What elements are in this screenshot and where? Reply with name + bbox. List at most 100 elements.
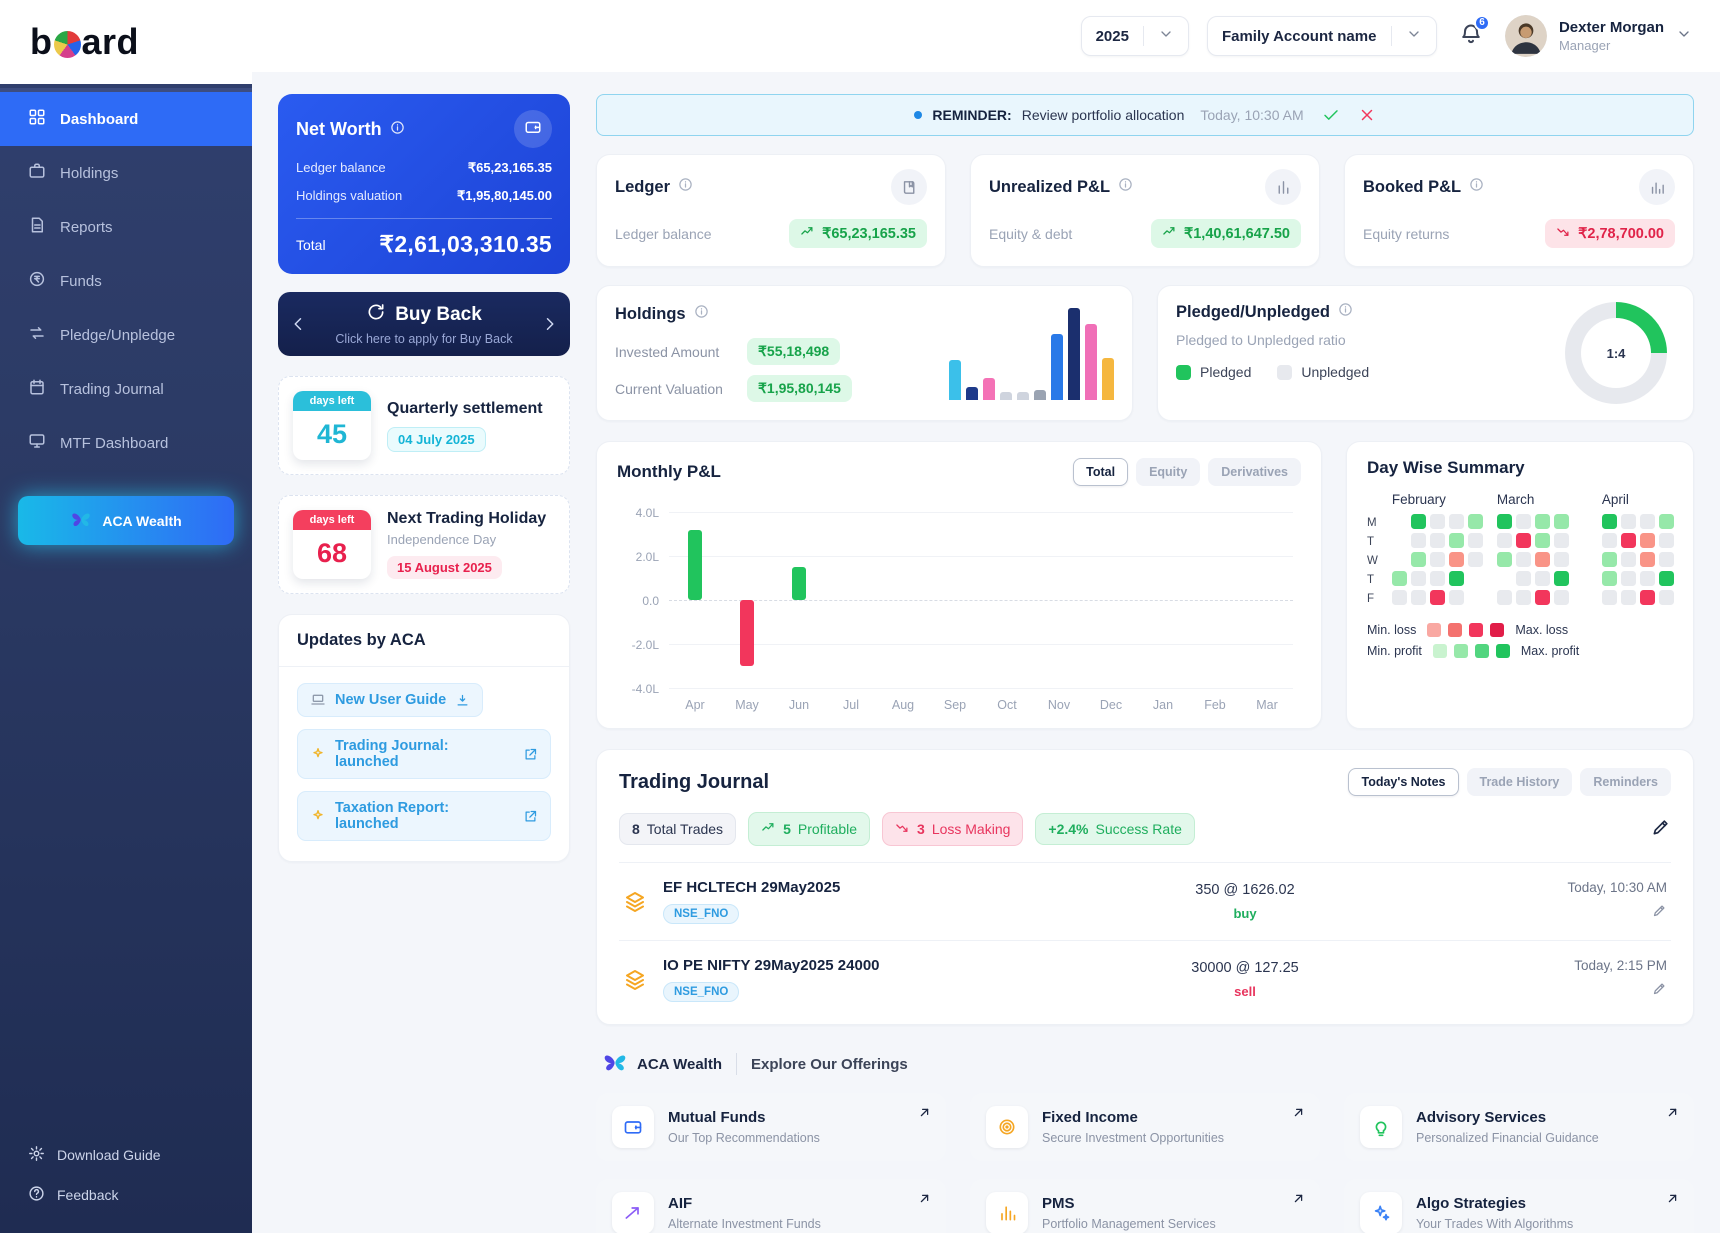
legend-swatch — [1427, 623, 1442, 637]
trendline-icon — [612, 1192, 654, 1233]
info-icon[interactable] — [678, 177, 693, 197]
updates-list: New User Guide Trading Journal: launched T… — [279, 667, 569, 845]
trading-journal-title: Trading Journal — [619, 770, 770, 793]
row-label: T — [1367, 574, 1375, 586]
sidebar-bottom-download-guide[interactable]: Download Guide — [28, 1145, 224, 1165]
monthly-pnl-card: Monthly P&L Total Equity Derivatives 4.0L 2… — [596, 441, 1322, 729]
account-selector[interactable]: Family Account name — [1206, 16, 1437, 56]
offerings-heading: Explore Our Offerings — [751, 1055, 908, 1073]
net-worth-total-label: Total — [296, 236, 326, 253]
offering-card-aif[interactable]: AIF Alternate Investment Funds — [596, 1179, 946, 1233]
update-link[interactable]: New User Guide — [297, 683, 484, 717]
update-link[interactable]: Trading Journal: launched — [297, 729, 551, 779]
heatmap-cell — [1601, 571, 1617, 586]
sidebar-item-trading-journal[interactable]: Trading Journal — [0, 362, 252, 416]
info-icon[interactable] — [390, 119, 405, 140]
tab-reminders[interactable]: Reminders — [1580, 768, 1671, 796]
sidebar-item-mtf-dashboard[interactable]: MTF Dashboard — [0, 416, 252, 470]
info-icon[interactable] — [1338, 302, 1353, 322]
x-tick-label: Sep — [943, 698, 967, 712]
heatmap-cell — [1496, 514, 1512, 529]
info-icon[interactable] — [1118, 177, 1133, 197]
update-link[interactable]: Taxation Report: launched — [297, 791, 551, 841]
heatmap-cell — [1410, 552, 1426, 567]
sidebar-item-pledge-unpledge[interactable]: Pledge/Unpledge — [0, 308, 252, 362]
edit-trade-button[interactable] — [1652, 903, 1667, 918]
info-icon[interactable] — [1469, 177, 1484, 197]
stat-rest: Loss Making — [931, 821, 1011, 837]
year-selector[interactable]: 2025 — [1080, 16, 1189, 56]
top-header: 2025 Family Account name 6 Dexter Morgan — [252, 0, 1720, 72]
user-menu[interactable]: Dexter Morgan Manager — [1504, 15, 1692, 57]
wallet-button[interactable] — [514, 110, 552, 148]
notifications-button[interactable]: 6 — [1459, 14, 1490, 51]
row-label: W — [1367, 555, 1378, 567]
chevron-left-icon[interactable] — [290, 315, 308, 333]
tab-today-s-notes[interactable]: Today's Notes — [1348, 768, 1459, 796]
heatmap-cell — [1429, 590, 1445, 605]
heatmap-month: April — [1601, 492, 1693, 607]
bars-icon — [986, 1192, 1028, 1233]
sidebar-item-holdings[interactable]: Holdings — [0, 146, 252, 200]
heatmap-month: February — [1391, 492, 1483, 607]
heatmap-cell — [1515, 533, 1531, 548]
heatmap-cell — [1601, 514, 1617, 529]
monthly-pnl-tabs: Total Equity Derivatives — [1073, 458, 1301, 486]
tab-total[interactable]: Total — [1073, 458, 1129, 486]
stat-value-pill: ₹65,23,165.35 — [789, 219, 927, 248]
chart-icon — [1265, 169, 1301, 205]
edit-trade-button[interactable] — [1652, 981, 1667, 996]
sidebar-item-reports[interactable]: Reports — [0, 200, 252, 254]
month-name: February — [1391, 492, 1446, 507]
countdown-card[interactable]: days left 45 Quarterly settlement 04 July 2… — [278, 376, 570, 475]
x-tick-label: Feb — [1204, 698, 1226, 712]
heatmap-cell — [1620, 571, 1636, 586]
offering-title: Advisory Services — [1416, 1109, 1547, 1126]
app-logo[interactable]: b ard — [30, 21, 139, 63]
sidebar-item-funds[interactable]: Funds — [0, 254, 252, 308]
file-icon — [28, 216, 46, 238]
buy-back-banner[interactable]: Buy Back Click here to apply for Buy Bac… — [278, 292, 570, 356]
holdings-title: Holdings — [615, 304, 686, 323]
tab-trade-history[interactable]: Trade History — [1466, 768, 1573, 796]
chevron-right-icon[interactable] — [540, 315, 558, 333]
offering-card-advisory-services[interactable]: Advisory Services Personalized Financial … — [1344, 1093, 1694, 1161]
journal-stat: 8 Total Trades — [619, 813, 737, 845]
reminder-accept-button[interactable] — [1322, 106, 1340, 124]
aca-wealth-button[interactable]: ACA Wealth — [18, 496, 234, 545]
chevron-down-icon — [1406, 26, 1422, 46]
right-column: REMINDER: Review portfolio allocation To… — [596, 94, 1694, 1233]
offering-card-pms[interactable]: PMS Portfolio Management Services — [970, 1179, 1320, 1233]
days-left-label: days left — [293, 510, 371, 530]
stat-rest: Total Trades — [646, 821, 724, 837]
heatmap-cell — [1392, 514, 1407, 529]
trade-qty-price: 350 @ 1626.02 — [1195, 882, 1295, 898]
holdings-card: Holdings Invested Amount ₹55,18,498 — [596, 285, 1133, 421]
heatmap-cell — [1515, 571, 1531, 586]
trade-row[interactable]: EF HCLTECH 29May2025 NSE_FNO 350 @ 1626.02… — [619, 863, 1671, 941]
offering-card-mutual-funds[interactable]: Mutual Funds Our Top Recommendations — [596, 1093, 946, 1161]
offering-title: Algo Strategies — [1416, 1195, 1527, 1212]
updates-card: Updates by ACA New User Guide Trading Jou… — [278, 614, 570, 862]
trade-row[interactable]: IO PE NIFTY 29May2025 24000 NSE_FNO 30000 … — [619, 941, 1671, 1018]
heatmap-cell — [1658, 590, 1674, 605]
heatmap-cell — [1496, 590, 1512, 605]
sparkle-icon — [310, 746, 326, 762]
reminder-dismiss-button[interactable] — [1358, 106, 1376, 124]
heatmap-cell — [1678, 552, 1693, 567]
sidebar-item-dashboard[interactable]: Dashboard — [0, 92, 252, 146]
tab-derivatives[interactable]: Derivatives — [1208, 458, 1301, 486]
edit-journal-button[interactable] — [1651, 817, 1671, 842]
info-icon[interactable] — [694, 304, 709, 324]
sidebar-bottom-feedback[interactable]: Feedback — [28, 1185, 224, 1205]
offering-card-fixed-income[interactable]: Fixed Income Secure Investment Opportunit… — [970, 1093, 1320, 1161]
net-worth-total-value: ₹2,61,03,310.35 — [379, 231, 552, 257]
reminder-dot-icon — [914, 111, 923, 119]
tab-equity[interactable]: Equity — [1136, 458, 1201, 486]
gridline: 0.0 — [642, 594, 1293, 608]
countdown-card[interactable]: days left 68 Next Trading Holiday Independe… — [278, 495, 570, 594]
mini-bar — [1051, 334, 1063, 400]
y-tick-label: 0.0 — [642, 594, 659, 608]
heatmap-cell — [1515, 590, 1531, 605]
offering-card-algo-strategies[interactable]: Algo Strategies Your Trades With Algorith… — [1344, 1179, 1694, 1233]
